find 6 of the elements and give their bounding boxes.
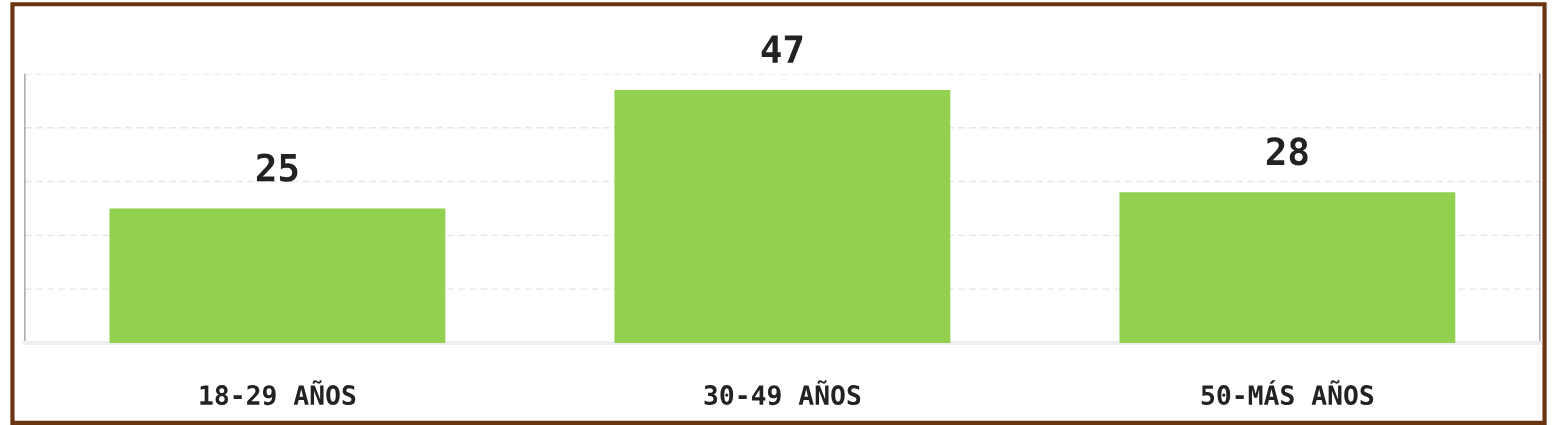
x-tick-label: 18-29 AÑOS	[200, 380, 356, 406]
x-tick-label: 30-49 AÑOS	[704, 380, 861, 406]
data-label: 25	[256, 153, 298, 182]
data-label: 47	[761, 35, 803, 63]
x-tick-label: 50-MÁS AÑOS	[1201, 380, 1374, 406]
data-label: 28	[1266, 137, 1308, 166]
